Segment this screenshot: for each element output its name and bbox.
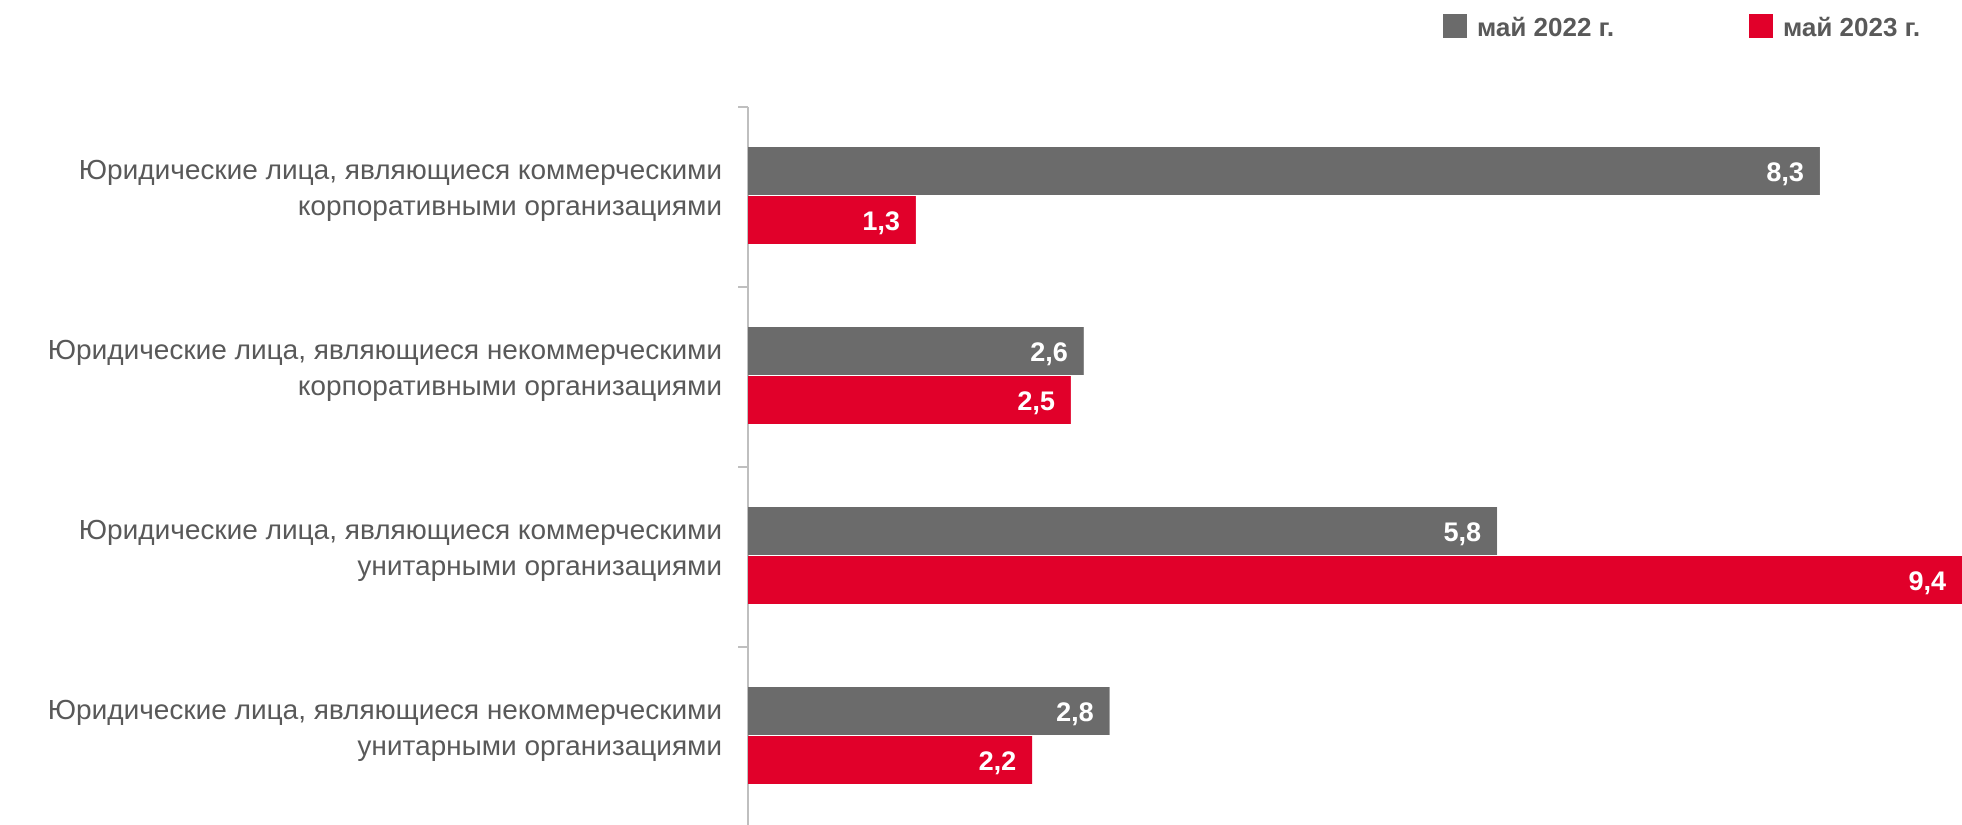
legend-swatch	[1749, 14, 1773, 38]
bar	[748, 196, 916, 244]
legend-label: май 2022 г.	[1477, 12, 1614, 42]
data-label: 2,5	[1017, 386, 1055, 416]
data-label: 2,8	[1056, 697, 1094, 727]
data-label: 8,3	[1766, 157, 1804, 187]
category-label: Юридические лица, являющиеся некоммерчес…	[48, 694, 722, 761]
category-label-line: Юридические лица, являющиеся некоммерчес…	[48, 334, 722, 365]
bar	[748, 507, 1498, 555]
category-label: Юридические лица, являющиеся коммерчески…	[79, 154, 722, 221]
legend-label: май 2023 г.	[1783, 12, 1920, 42]
bar	[748, 376, 1071, 424]
bar	[748, 687, 1110, 735]
bars: 8,3 1,3 2,6 2,5 5,8 9,4 2,8 2,2	[748, 147, 1962, 784]
data-label: 2,2	[979, 746, 1017, 776]
category-label-line: Юридические лица, являющиеся некоммерчес…	[48, 694, 722, 725]
axis-ticks	[738, 106, 748, 648]
category-labels: Юридические лица, являющиеся коммерчески…	[48, 154, 722, 761]
category-label-line: Юридические лица, являющиеся коммерчески…	[79, 514, 722, 545]
data-label: 9,4	[1908, 566, 1946, 596]
bar	[748, 147, 1820, 195]
data-label: 2,6	[1030, 337, 1068, 367]
bar	[748, 556, 1962, 604]
legend: май 2022 г. май 2023 г.	[1443, 12, 1920, 42]
category-label-line: унитарными организациями	[357, 730, 722, 761]
legend-swatch	[1443, 14, 1467, 38]
category-label-line: Юридические лица, являющиеся коммерчески…	[79, 154, 722, 185]
data-label: 1,3	[862, 206, 900, 236]
category-label: Юридические лица, являющиеся некоммерчес…	[48, 334, 722, 401]
category-label-line: унитарными организациями	[357, 550, 722, 581]
category-label-line: корпоративными организациями	[298, 370, 722, 401]
bar	[748, 327, 1084, 375]
bar	[748, 736, 1033, 784]
data-label: 5,8	[1444, 517, 1482, 547]
category-label: Юридические лица, являющиеся коммерчески…	[79, 514, 722, 581]
category-label-line: корпоративными организациями	[298, 190, 722, 221]
